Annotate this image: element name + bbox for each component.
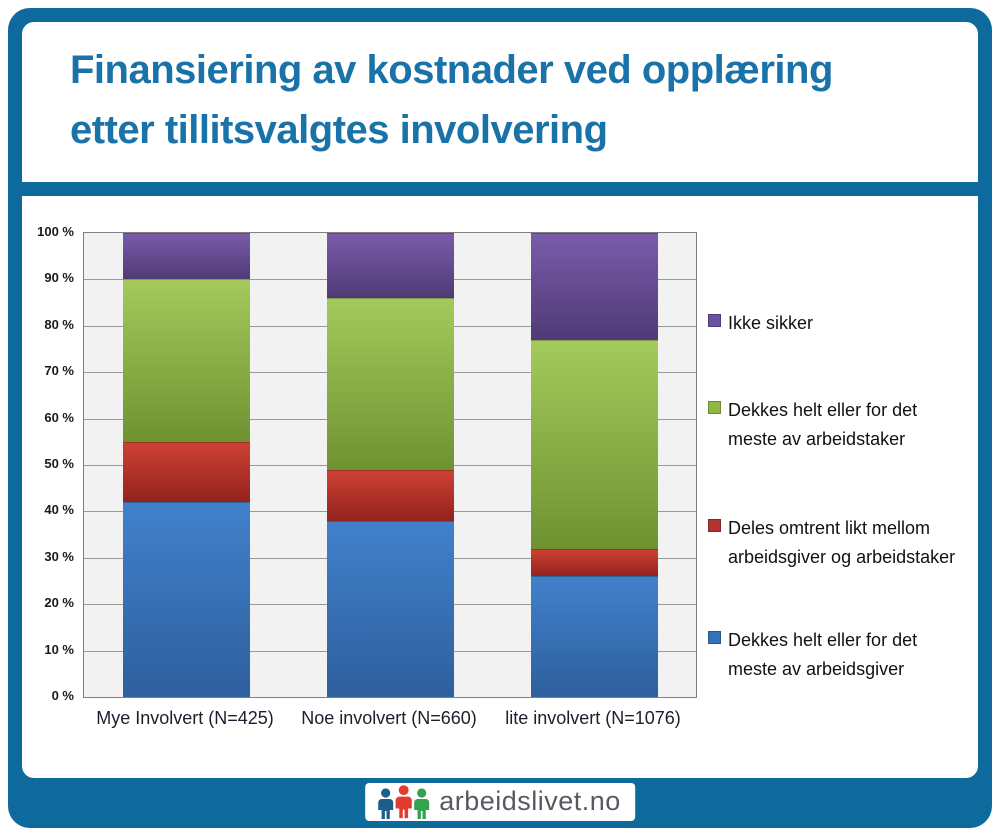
y-axis-tick-label: 70 %	[44, 363, 74, 379]
person-icon	[378, 788, 394, 819]
page-title-line2: etter tillitsvalgtes involvering	[70, 108, 608, 152]
legend-item: Dekkes helt eller for det meste av arbei…	[708, 626, 917, 684]
page-title-line1: Finansiering av kostnader ved opplæring	[70, 48, 833, 92]
bar-segment	[326, 469, 454, 521]
legend-item: Dekkes helt eller for det meste av arbei…	[708, 396, 917, 454]
y-axis-tick-label: 50 %	[44, 456, 74, 471]
y-axis-tick-label: 40 %	[44, 502, 74, 518]
legend-label: Dekkes helt eller for det meste av arbei…	[728, 630, 918, 679]
plot-area	[83, 232, 697, 698]
y-axis-tick-label: 20 %	[44, 595, 74, 611]
legend-item: Ikke sikker	[708, 309, 813, 338]
legend-item: Deles omtrent likt mellom arbeidsgiver o…	[708, 514, 955, 572]
person-icon	[414, 788, 430, 819]
x-axis-category-label: Noe involvert (N=660)	[301, 708, 477, 728]
bar-segment	[122, 233, 250, 280]
stacked-bar	[122, 233, 250, 697]
three-people-icon	[375, 785, 430, 819]
bar-segment	[530, 339, 658, 549]
bar-segment	[530, 233, 658, 340]
y-axis-tick-label: 80 %	[44, 316, 74, 332]
legend-label: Ikke sikker	[728, 313, 814, 333]
x-axis-category-label: Mye Involvert (N=425)	[96, 708, 274, 728]
person-icon	[395, 785, 412, 819]
legend-swatch	[708, 401, 721, 414]
stacked-bar	[326, 233, 454, 697]
chart-container: 0 % 10 % 20 % 30 % 40 % 50 % 60 % 70 % 80 % 90 % 1…	[22, 196, 978, 778]
title-area: Finansiering av kostnader ved opplæring …	[22, 22, 978, 182]
legend-label: Deles omtrent likt mellom arbeidsgiver o…	[728, 518, 956, 567]
x-axis-category-label: lite involvert (N=1076)	[505, 708, 681, 728]
bar-segment	[326, 233, 454, 298]
bar-segment	[122, 441, 250, 503]
legend-swatch	[708, 314, 721, 327]
bar-segment	[326, 297, 454, 470]
y-axis-tick-label: 100 %	[37, 224, 74, 239]
legend-label: Dekkes helt eller for det meste av arbei…	[728, 400, 918, 449]
y-axis-tick-label: 10 %	[44, 641, 74, 657]
bar-segment	[530, 548, 658, 577]
y-axis-tick-label: 30 %	[44, 548, 74, 564]
y-axis-tick-label: 60 %	[44, 409, 74, 425]
bar-segment	[530, 576, 658, 697]
page-title: Finansiering av kostnader ved opplæring …	[70, 40, 833, 160]
y-axis-tick-label: 90 %	[44, 270, 74, 286]
legend-swatch	[708, 631, 721, 644]
page-frame: Finansiering av kostnader ved opplæring …	[8, 8, 992, 828]
legend-swatch	[708, 519, 721, 532]
chart-legend: Ikke sikker Dekkes helt eller for det mes…	[708, 196, 994, 778]
stacked-bar	[530, 233, 658, 697]
footer-logo: arbeidslivet.no	[365, 783, 635, 821]
bar-segment	[122, 279, 250, 442]
logo-text: arbeidslivet.no	[439, 785, 621, 816]
y-axis-tick-label: 0 %	[51, 688, 74, 703]
bar-segment	[122, 502, 250, 697]
bar-segment	[326, 520, 454, 697]
